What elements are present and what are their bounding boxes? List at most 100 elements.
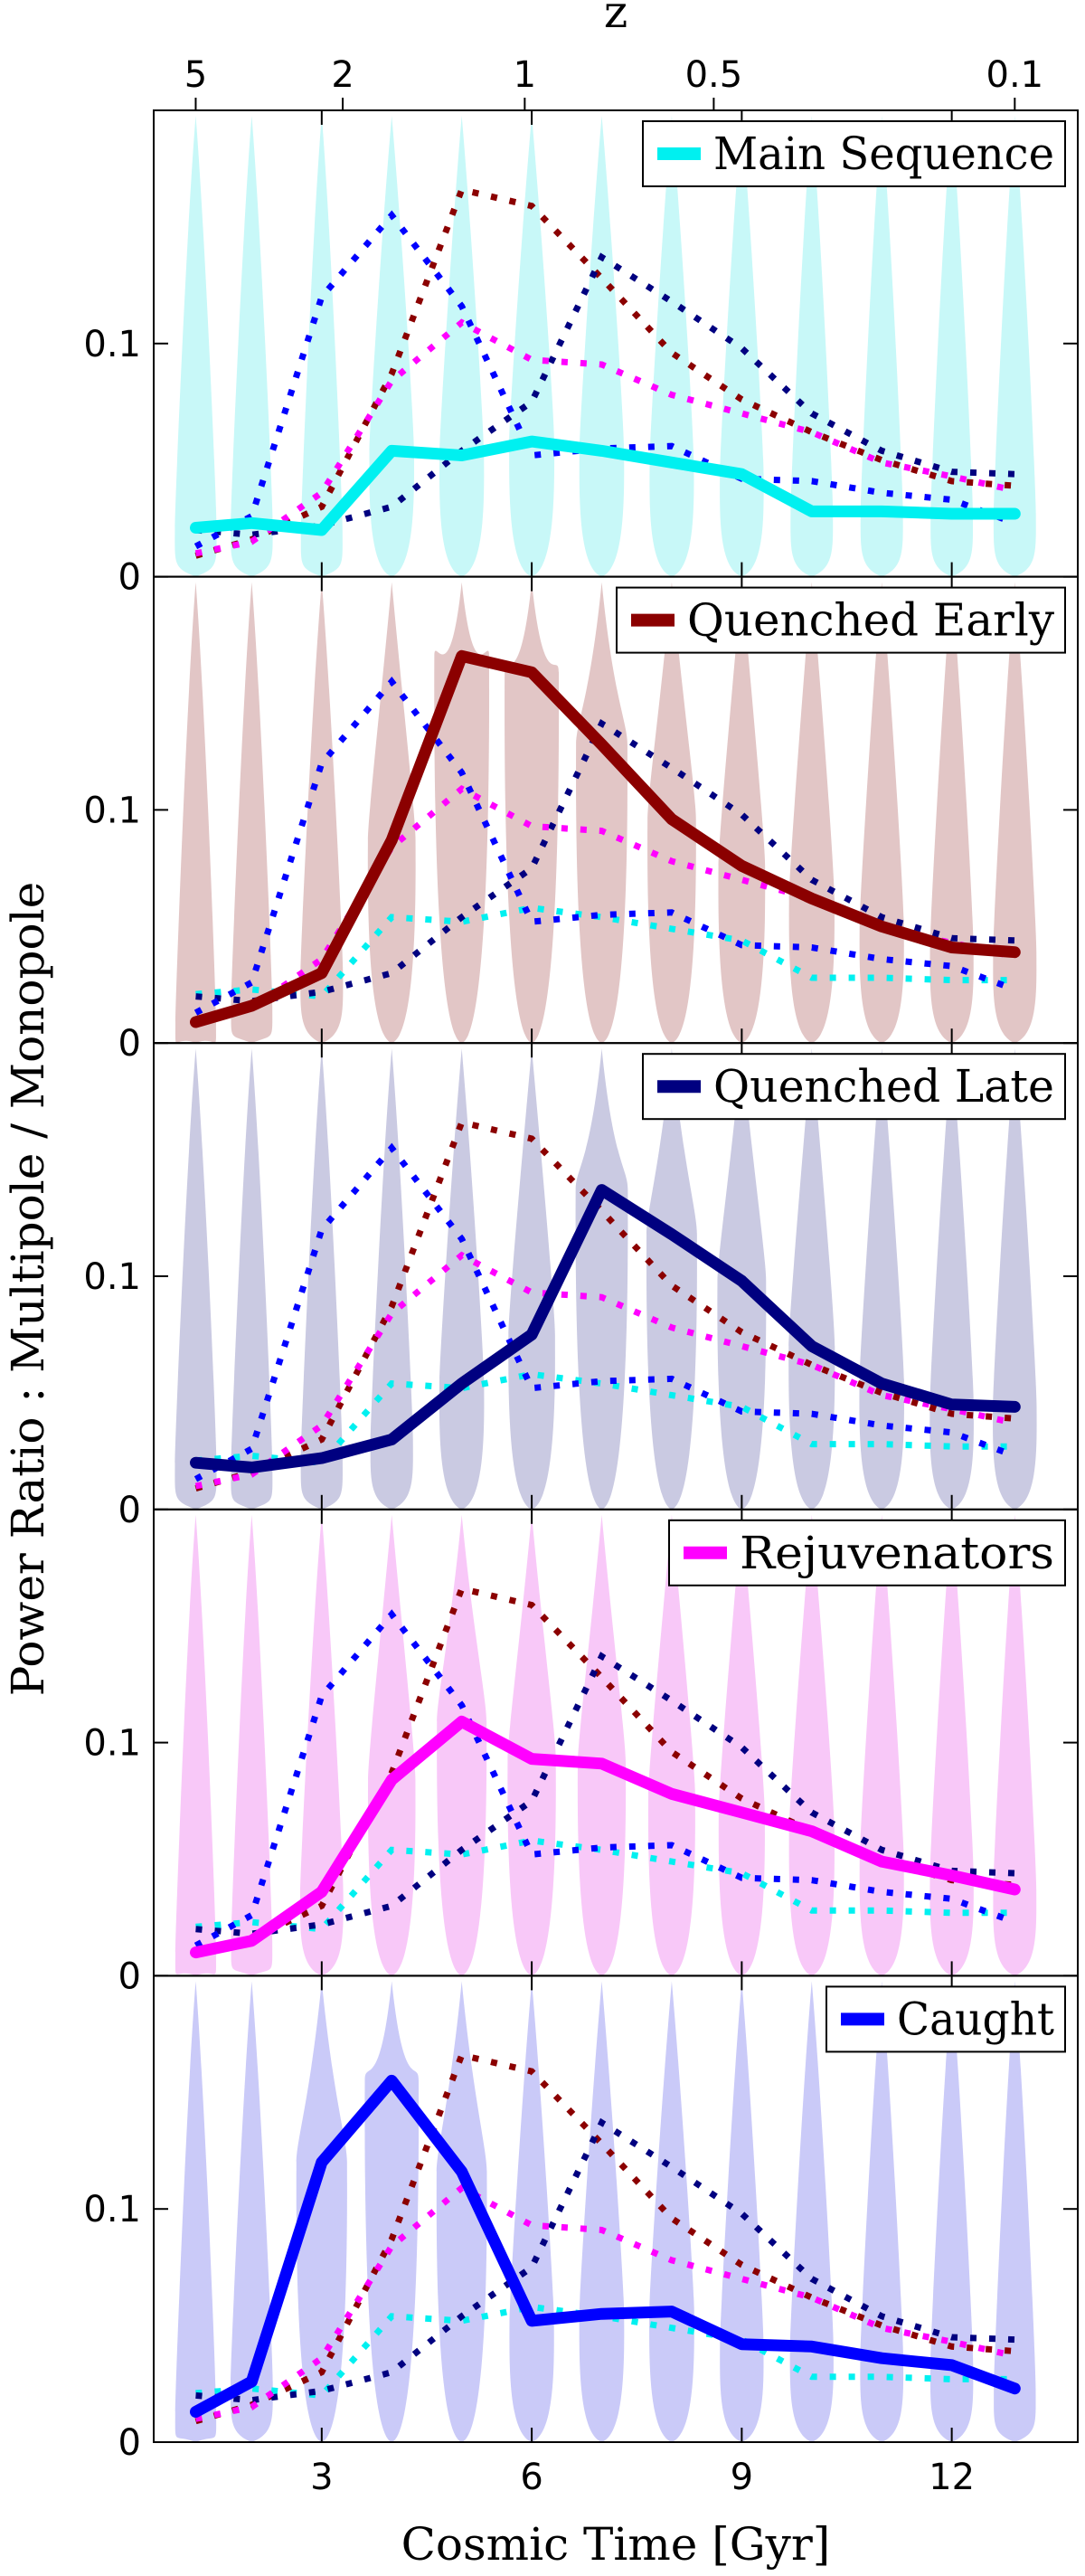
data-point-ql bbox=[949, 1402, 954, 1406]
distribution-band bbox=[649, 1981, 694, 2442]
legend: Rejuvenators bbox=[668, 1519, 1066, 1586]
series-line-rj-dotted bbox=[194, 1251, 1016, 1490]
data-point-ms bbox=[809, 509, 814, 514]
data-point-rj bbox=[250, 1938, 254, 1943]
series-line-qe-dotted bbox=[194, 1118, 1015, 1492]
data-point-rj bbox=[390, 1777, 394, 1782]
distribution-band bbox=[993, 1048, 1037, 1510]
data-point-qe bbox=[390, 838, 394, 842]
data-point-rj bbox=[1013, 1888, 1017, 1891]
distribution-band bbox=[579, 1981, 625, 2442]
top-axis: 5 2 1 0.5 0.1 bbox=[184, 54, 1043, 110]
series-line-ql-dotted bbox=[195, 252, 1015, 538]
legend-box bbox=[668, 1519, 1066, 1586]
panel-ql: 0 0.1 Quenched Late bbox=[83, 1042, 1079, 1531]
data-point-ca bbox=[740, 2342, 744, 2346]
top-axis-title: z bbox=[604, 0, 627, 38]
panel-qe: 0 0.1 Quenched Early bbox=[83, 575, 1079, 1065]
distribution-band bbox=[300, 1048, 343, 1510]
bottom-axis: 3 6 9 12 bbox=[310, 2457, 975, 2498]
data-point-ql bbox=[740, 1279, 744, 1283]
panel-plot-area bbox=[175, 1048, 1037, 1510]
data-point-ca bbox=[530, 2318, 534, 2323]
legend-label: Main Sequence bbox=[713, 128, 1054, 180]
series-line-qe-dotted bbox=[194, 185, 1015, 559]
distribution-band bbox=[175, 116, 217, 577]
distribution-band bbox=[790, 116, 834, 577]
distribution-band bbox=[789, 1981, 834, 2442]
data-point-qe bbox=[193, 1020, 198, 1024]
distribution-band bbox=[647, 1514, 695, 1976]
data-point-rj bbox=[740, 1810, 744, 1814]
top-tick-label: 0.5 bbox=[685, 54, 743, 96]
data-point-ql bbox=[1013, 1405, 1017, 1409]
distribution-band bbox=[231, 116, 273, 577]
distribution-band bbox=[994, 1981, 1036, 2442]
distribution-band bbox=[369, 116, 415, 577]
series-line-ql-dotted bbox=[195, 2117, 1015, 2404]
top-tick-label: 1 bbox=[514, 54, 536, 96]
distribution-band bbox=[175, 1981, 217, 2442]
data-point-ms bbox=[669, 460, 674, 465]
data-point-ql bbox=[809, 1344, 814, 1349]
data-point-ca bbox=[459, 2170, 464, 2174]
series-line-rj-dotted bbox=[194, 318, 1016, 557]
panel-plot-area bbox=[175, 582, 1037, 1044]
distribution-band bbox=[231, 582, 273, 1044]
distribution-band bbox=[575, 1048, 628, 1510]
y-tick-label: 0 bbox=[118, 2422, 141, 2464]
series-line-qe-dotted bbox=[194, 2050, 1015, 2425]
distribution-band bbox=[439, 1048, 485, 1510]
data-point-rj bbox=[599, 1761, 604, 1766]
data-point-ms bbox=[250, 521, 254, 526]
data-point-qe bbox=[949, 945, 954, 950]
distribution-band bbox=[299, 1514, 344, 1976]
data-point-qe bbox=[599, 743, 604, 747]
data-point-ms bbox=[880, 509, 884, 514]
data-point-qe bbox=[459, 654, 464, 658]
data-point-rj bbox=[319, 1889, 324, 1894]
data-point-ca bbox=[599, 2312, 604, 2316]
distribution-band bbox=[929, 1514, 974, 1976]
data-point-ca bbox=[319, 2160, 324, 2164]
data-point-rj bbox=[949, 1873, 954, 1878]
distribution-band bbox=[175, 1048, 217, 1510]
distribution-band bbox=[505, 582, 560, 1044]
data-point-rj bbox=[459, 1719, 464, 1724]
distribution-band bbox=[579, 116, 625, 577]
series-line-ql-dotted bbox=[195, 1652, 1015, 1937]
data-point-ql bbox=[390, 1437, 394, 1442]
x-tick-label: 3 bbox=[310, 2457, 333, 2498]
panel-ca: 0 0.1 Caught bbox=[83, 1975, 1079, 2464]
distribution-band bbox=[508, 1048, 555, 1510]
top-tick-label: 0.1 bbox=[986, 54, 1044, 96]
data-point-rj bbox=[880, 1860, 884, 1864]
y-tick-label: 0.1 bbox=[83, 324, 141, 365]
distribution-band bbox=[577, 1514, 627, 1976]
distribution-band bbox=[718, 1514, 765, 1976]
distribution-band bbox=[509, 116, 555, 577]
data-point-qe bbox=[740, 864, 744, 868]
data-point-ql bbox=[669, 1232, 674, 1236]
legend-box bbox=[642, 1053, 1066, 1121]
distribution-band bbox=[929, 582, 974, 1044]
distribution-band bbox=[718, 582, 766, 1044]
panels: 0 0.1 Main Sequence 0 0.1 Quenched Early 0 0.1 Q… bbox=[83, 109, 1079, 2464]
data-point-ca bbox=[250, 2380, 254, 2383]
legend-label: Quenched Late bbox=[713, 1060, 1054, 1113]
y-tick-label: 0.1 bbox=[83, 1723, 141, 1765]
distribution-band bbox=[788, 1514, 835, 1976]
data-point-rj bbox=[530, 1757, 534, 1761]
data-point-qe bbox=[319, 971, 324, 975]
distribution-band bbox=[929, 1981, 974, 2442]
data-point-rj bbox=[193, 1950, 198, 1955]
data-point-ms bbox=[949, 512, 954, 516]
distribution-band bbox=[993, 582, 1037, 1044]
data-point-ms bbox=[530, 440, 534, 444]
panel-ms: 0 0.1 Main Sequence bbox=[83, 109, 1079, 599]
data-point-ql bbox=[193, 1461, 198, 1465]
distribution-band bbox=[175, 582, 216, 1044]
distribution-band bbox=[930, 116, 974, 577]
distribution-band bbox=[720, 116, 764, 577]
